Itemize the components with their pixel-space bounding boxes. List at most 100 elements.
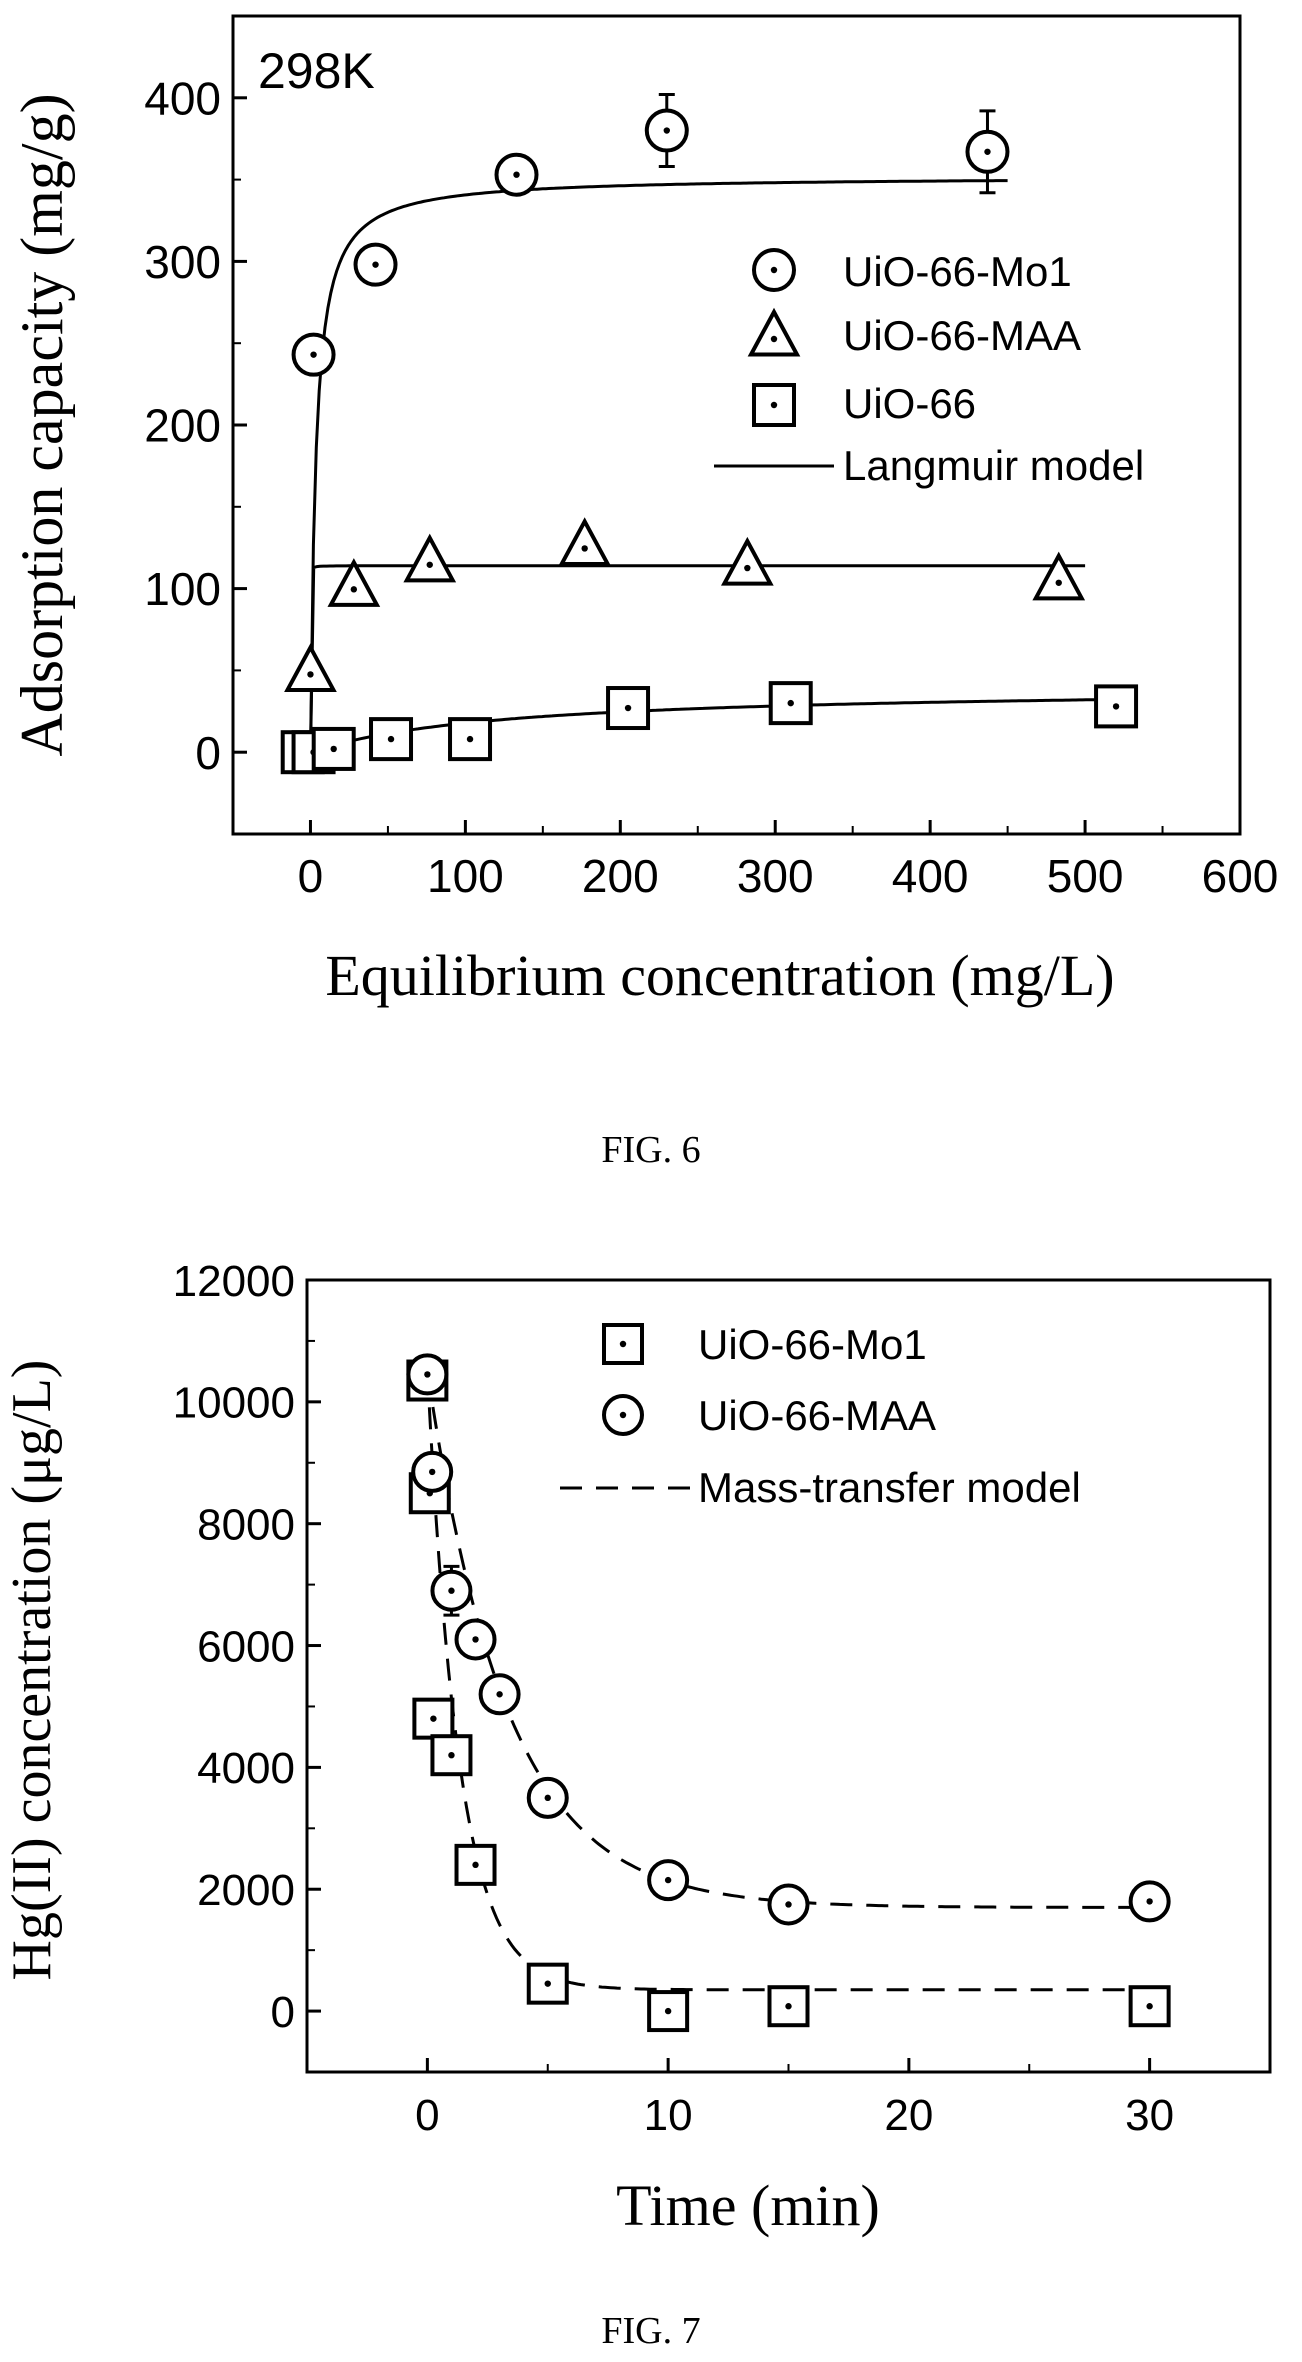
marker-uio-66-mo1-2-dot [430, 1715, 437, 1722]
fig7-y-axis-label: Hg(II) concentration (μg/L) [1, 1360, 63, 1981]
marker-uio-66-maa-2 [403, 533, 457, 583]
legend-marker-uio-66-maa-tri [747, 307, 801, 357]
y-tick-label-100: 100 [144, 563, 221, 615]
fig6-legend-label-mo1: UiO-66-Mo1 [843, 248, 1072, 295]
marker-uio-66-maa-2 [430, 1569, 473, 1612]
marker-uio-66-mo1-0 [291, 332, 336, 377]
marker-uio-66-4 [448, 717, 493, 762]
marker-uio-66-6-dot [787, 699, 794, 707]
legend-marker-uio-66-mo1-dot [619, 1340, 627, 1348]
fig7-legend-label-masstransfer: Mass-transfer model [698, 1464, 1081, 1511]
x-tick-label-0: 0 [298, 850, 324, 902]
y-tick-label-10000: 10000 [173, 1379, 295, 1428]
marker-uio-66-mo1-8 [1128, 1985, 1171, 2028]
marker-uio-66-3 [369, 717, 414, 762]
marker-uio-66-maa-6-dot [664, 1876, 672, 1884]
legend-marker-uio-66-dot [770, 401, 778, 409]
marker-uio-66-5-box [606, 686, 651, 731]
fig6-y-axis-label: Adsorption capacity (mg/g) [9, 93, 75, 756]
y-tick-label-300: 300 [144, 236, 221, 288]
marker-uio-66-mo1-3 [430, 1734, 473, 1777]
marker-uio-66-maa-5 [526, 1776, 569, 1819]
legend-marker-uio-66-mo1 [602, 1323, 644, 1365]
marker-uio-66-7-dot [1112, 703, 1120, 710]
legend-marker-uio-66-mo1 [752, 248, 796, 292]
fig7-legend: UiO-66-Mo1 UiO-66-MAA Mass-transfer mode… [560, 1321, 1081, 1511]
marker-uio-66-mo1-2 [494, 152, 539, 197]
fig6-ticks: 0 100 200 300 400 500 600 0 100 200 300 400 [144, 72, 1278, 902]
marker-uio-66-5-dot [624, 704, 632, 712]
marker-uio-66-maa-3-tri [558, 517, 612, 566]
x-tick-label-10: 10 [644, 2091, 693, 2140]
marker-uio-66-maa-4-tri [720, 536, 774, 586]
marker-uio-66-mo1-3-dot [663, 127, 670, 134]
marker-uio-66-mo1-2 [412, 1697, 455, 1740]
marker-uio-66-mo1-6-dot [664, 2007, 672, 2015]
marker-uio-66-mo1-1 [353, 242, 398, 287]
marker-uio-66-maa-0-dot [424, 1371, 431, 1378]
model-curve-uio-66 [310, 697, 1117, 754]
fig6-legend-marker-maa [747, 307, 801, 357]
x-tick-label-600: 600 [1202, 850, 1279, 902]
fig7-legend-marker-maa [602, 1394, 644, 1436]
fig6-x-axis-label: Equilibrium concentration (mg/L) [325, 943, 1114, 1008]
marker-uio-66-7 [1094, 684, 1139, 729]
x-tick-label-20: 20 [884, 2091, 933, 2140]
marker-uio-66-maa-2-tri [403, 533, 457, 583]
marker-uio-66-maa-4-dot [496, 1691, 503, 1698]
x-tick-label-300: 300 [737, 850, 814, 902]
marker-uio-66-mo1-7 [767, 1985, 810, 2028]
fig6-legend-label-langmuir: Langmuir model [843, 442, 1144, 489]
y-tick-label-200: 200 [144, 400, 221, 452]
marker-uio-66-maa-5-dot [544, 1794, 551, 1802]
fig6-annotation-298k: 298K [258, 43, 375, 99]
marker-uio-66-4-dot [466, 735, 474, 743]
marker-uio-66-maa-1 [411, 1450, 454, 1493]
legend-marker-uio-66-mo1-dot [770, 266, 778, 274]
marker-uio-66-maa-1 [327, 558, 381, 607]
marker-uio-66-maa-2-dot [448, 1587, 455, 1594]
marker-uio-66-maa-4-dot [744, 564, 751, 572]
marker-uio-66-6 [768, 681, 813, 726]
marker-uio-66-mo1-4-dot [472, 1861, 479, 1869]
model-curve-uio-66-mo1 [309, 179, 1008, 753]
marker-uio-66-maa-5-dot [1055, 579, 1062, 586]
y-tick-label-4000: 4000 [197, 1744, 295, 1793]
y-tick-label-2000: 2000 [197, 1866, 295, 1915]
legend-marker-uio-66 [752, 383, 796, 427]
fig6-legend-marker-uio66 [752, 383, 796, 427]
marker-uio-66-5 [606, 686, 651, 731]
marker-uio-66-maa-8-dot [1146, 1898, 1153, 1905]
legend-marker-uio-66-maa-dot [770, 335, 778, 343]
marker-uio-66-mo1-8-dot [1146, 2003, 1153, 2010]
marker-uio-66-2-dot [330, 745, 337, 753]
marker-uio-66-2 [311, 726, 356, 771]
marker-uio-66-maa-6 [647, 1859, 690, 1902]
fig7-kinetics-chart: 0 10 20 30 0 2000 4000 6000 8000 10000 12000 UiO-6… [1, 1257, 1272, 2238]
y-tick-label-400: 400 [144, 72, 221, 124]
x-tick-label-500: 500 [1047, 850, 1124, 902]
y-tick-label-0: 0 [195, 727, 221, 779]
fig7-ticks: 0 10 20 30 0 2000 4000 6000 8000 10000 12000 [173, 1257, 1174, 2140]
marker-uio-66-maa-0 [284, 643, 337, 692]
marker-uio-66-3-dot [387, 735, 395, 743]
y-tick-label-6000: 6000 [197, 1622, 295, 1671]
fig6-data-markers [280, 93, 1139, 775]
model-curve-uio-66-maa [425, 1371, 1150, 1909]
marker-uio-66-maa-1-dot [350, 586, 358, 593]
x-tick-label-200: 200 [582, 850, 659, 902]
x-tick-label-30: 30 [1125, 2091, 1174, 2140]
marker-uio-66-mo1-3-dot [448, 1752, 455, 1759]
fig7-x-axis-label: Time (min) [616, 2173, 880, 2238]
x-tick-label-100: 100 [427, 850, 504, 902]
marker-uio-66-maa-0-dot [307, 671, 314, 678]
legend-marker-uio-66-maa [747, 307, 801, 357]
marker-uio-66-mo1-5-dot [544, 1980, 551, 1987]
y-tick-label-12000: 12000 [173, 1257, 295, 1306]
marker-uio-66-mo1-4 [965, 129, 1010, 174]
marker-uio-66-maa-3 [558, 517, 612, 566]
fig7-legend-marker-mo1 [602, 1323, 644, 1365]
marker-uio-66-mo1-3 [644, 108, 689, 153]
marker-uio-66-maa-3-dot [581, 545, 588, 552]
